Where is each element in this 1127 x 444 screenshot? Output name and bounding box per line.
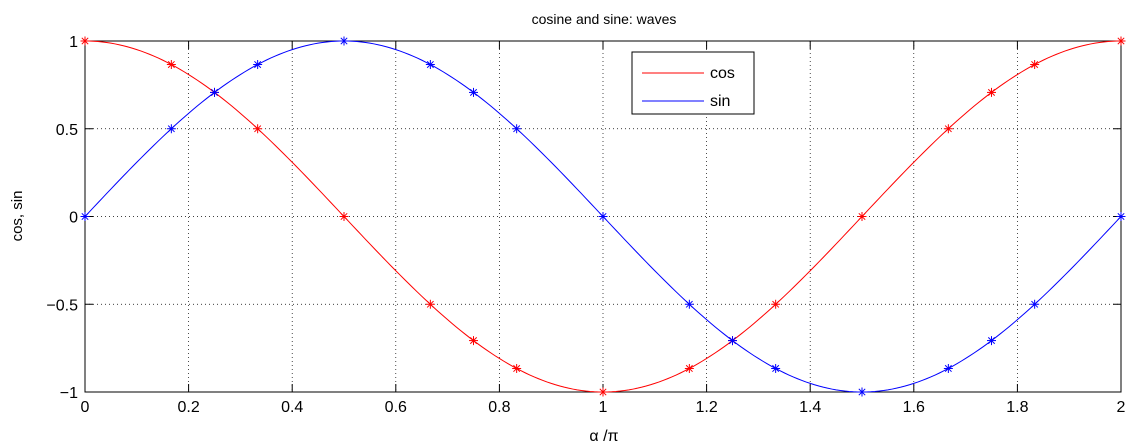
data-point-sin — [339, 36, 349, 46]
data-point-cos — [771, 299, 781, 309]
data-point-cos — [469, 336, 478, 346]
data-point-sin — [425, 60, 435, 70]
y-tick-label: 1 — [69, 34, 78, 51]
x-tick-label: 1.6 — [903, 399, 925, 416]
data-point-sin — [943, 363, 953, 373]
data-point-cos — [166, 60, 176, 70]
data-point-cos — [943, 124, 953, 134]
data-point-sin — [684, 299, 694, 309]
legend: cos sin — [631, 51, 755, 115]
data-point-sin — [469, 87, 478, 97]
data-point-sin — [1116, 212, 1126, 221]
x-tick-label: 0.2 — [177, 399, 199, 416]
x-tick-label: 1 — [599, 399, 608, 416]
data-point-cos — [857, 212, 867, 221]
data-point-sin — [80, 212, 90, 221]
y-tick-label: 0.5 — [56, 122, 78, 139]
data-point-cos — [987, 87, 996, 97]
data-point-sin — [987, 336, 996, 346]
x-tick-label: 0.6 — [385, 399, 407, 416]
x-axis-label: α /π — [589, 428, 618, 444]
data-point-sin — [1030, 299, 1040, 309]
data-point-cos — [339, 212, 349, 221]
data-point-sin — [210, 87, 219, 97]
x-tick-label: 2 — [1117, 399, 1126, 416]
data-point-sin — [166, 124, 176, 134]
data-point-cos — [425, 299, 435, 309]
legend-box — [631, 51, 755, 115]
x-tick-label: 0.8 — [488, 399, 510, 416]
data-point-cos — [253, 124, 263, 134]
data-point-cos — [1116, 36, 1126, 46]
legend-label-cos: cos — [710, 65, 735, 82]
data-point-sin — [728, 336, 737, 346]
data-point-sin — [857, 387, 867, 397]
data-point-cos — [512, 363, 522, 373]
x-tick-label: 0 — [81, 399, 90, 416]
x-tick-label: 0.4 — [281, 399, 303, 416]
data-point-sin — [771, 363, 781, 373]
x-tick-label: 1.8 — [1006, 399, 1028, 416]
data-point-cos — [598, 387, 608, 397]
data-point-cos — [684, 363, 694, 373]
data-point-cos — [80, 36, 90, 46]
x-tick-label: 1.2 — [695, 399, 717, 416]
data-point-sin — [253, 60, 263, 70]
axes: 0 0.2 0.4 0.6 0.8 1 1.2 1.4 1.6 1.8 2 1 0.5 0 −0.5 −1 — [46, 34, 1125, 416]
legend-label-sin: sin — [710, 93, 730, 110]
y-tick-label: −0.5 — [46, 297, 78, 314]
y-axis-label: cos, sin — [9, 191, 26, 242]
plot-area — [80, 36, 1126, 397]
chart-title: cosine and sine: waves — [532, 11, 677, 27]
data-point-sin — [512, 124, 522, 134]
y-tick-label: −1 — [60, 385, 78, 402]
data-point-cos — [1030, 60, 1040, 70]
data-point-sin — [598, 212, 608, 221]
x-tick-label: 1.4 — [799, 399, 821, 416]
y-tick-label: 0 — [69, 210, 78, 227]
